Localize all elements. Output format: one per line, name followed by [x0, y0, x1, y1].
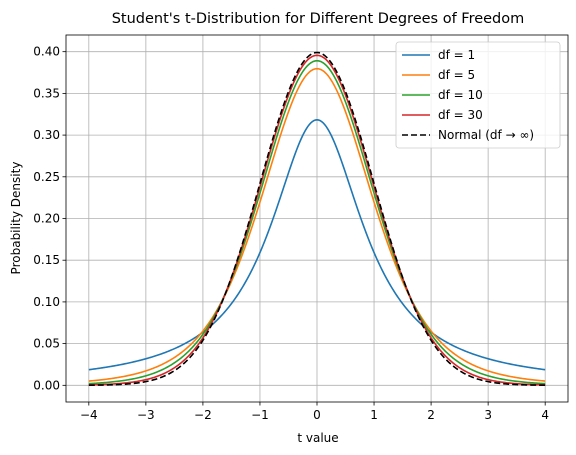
legend: df = 1 df = 5 df = 10 df = 30 Normal (df → ∞…: [395, 41, 561, 149]
x-tick-label: 1: [370, 408, 378, 422]
legend-entry: Normal (df → ∞): [438, 128, 534, 142]
y-tick-label: 0.00: [33, 378, 60, 392]
y-tick-label: 0.40: [33, 45, 60, 59]
y-tick-label: 0.10: [33, 295, 60, 309]
y-tick-label: 0.20: [33, 212, 60, 226]
x-axis-label: t value: [297, 431, 338, 445]
x-tick-label: −2: [194, 408, 212, 422]
x-tick-label: −3: [137, 408, 155, 422]
y-tick-label: 0.35: [33, 86, 60, 100]
series-line-0: [88, 119, 546, 371]
y-axis-label: Probability Density: [9, 162, 23, 275]
series-line-2: [88, 59, 546, 385]
x-axis-ticks: −4 −3 −2 −1 0 1 2 3 4: [80, 402, 549, 422]
series-line-1: [88, 67, 546, 382]
y-tick-label: 0.05: [33, 337, 60, 351]
series-line-3: [88, 54, 546, 386]
x-tick-label: 0: [313, 408, 321, 422]
x-tick-label: 2: [427, 408, 435, 422]
legend-box: [395, 41, 561, 149]
series-lines: [88, 51, 546, 387]
legend-entry: df = 30: [438, 108, 483, 122]
legend-entry: df = 1: [438, 48, 475, 62]
legend-entry: df = 5: [438, 68, 475, 82]
series-line-4: [88, 51, 546, 387]
x-tick-label: 4: [541, 408, 549, 422]
grid-lines: [66, 35, 568, 402]
x-tick-label: −1: [251, 408, 269, 422]
y-tick-label: 0.30: [33, 128, 60, 142]
y-tick-label: 0.25: [33, 170, 60, 184]
y-axis-ticks: 0.00 0.05 0.10 0.15 0.20 0.25 0.30 0.35 0.40: [33, 45, 66, 392]
y-tick-label: 0.15: [33, 253, 60, 267]
x-tick-label: 3: [484, 408, 492, 422]
legend-entry: df = 10: [438, 88, 483, 102]
x-tick-label: −4: [80, 408, 98, 422]
chart-title: Student's t-Distribution for Different D…: [112, 11, 525, 27]
